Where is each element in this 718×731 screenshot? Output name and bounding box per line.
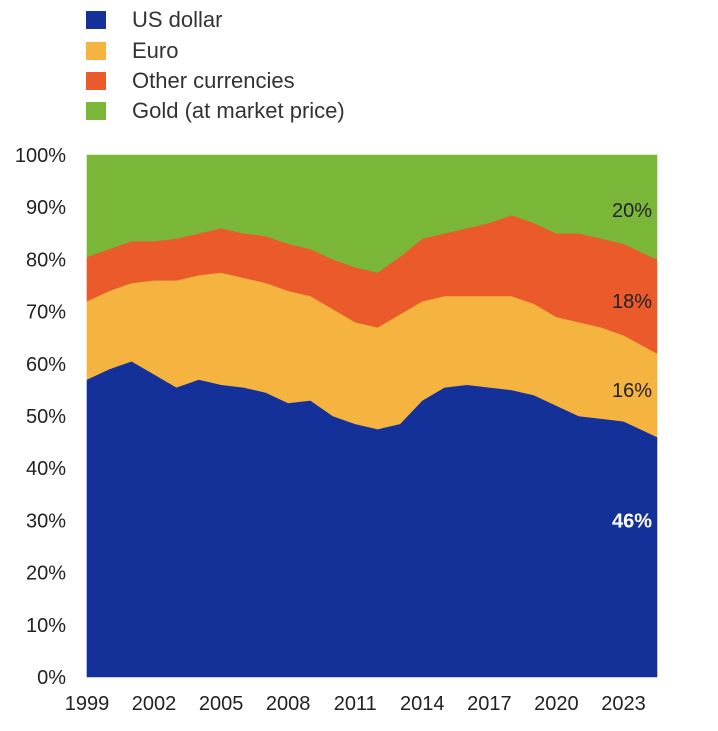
- y-tick-label: 90%: [26, 197, 66, 219]
- x-tick-label: 1999: [65, 693, 110, 715]
- end-label-other-currencies: 18%: [612, 291, 652, 313]
- legend-item-us-dollar: US dollar: [86, 7, 222, 33]
- y-tick-label: 40%: [26, 458, 66, 480]
- end-label-us-dollar: 46%: [612, 510, 652, 532]
- legend-item-gold: Gold (at market price): [86, 98, 345, 124]
- x-tick-label: 2014: [400, 693, 445, 715]
- y-axis: 0% 10% 20% 30% 40% 50% 60% 70% 80% 90% 100%: [15, 145, 66, 689]
- legend-item-other-currencies: Other currencies: [86, 68, 295, 94]
- legend-label-gold: Gold (at market price): [132, 98, 345, 123]
- y-tick-label: 60%: [26, 354, 66, 376]
- legend-label-euro: Euro: [132, 38, 179, 63]
- x-tick-label: 2011: [334, 693, 377, 715]
- legend-label-us-dollar: US dollar: [132, 7, 223, 32]
- y-tick-label: 70%: [26, 302, 66, 324]
- legend-swatch-euro: [86, 42, 106, 60]
- y-tick-label: 30%: [26, 510, 66, 532]
- x-tick-label: 2002: [132, 693, 177, 715]
- y-tick-label: 0%: [37, 667, 66, 689]
- x-tick-label: 2005: [199, 693, 244, 715]
- x-tick-label: 2017: [467, 693, 512, 715]
- area-series-group: [86, 154, 658, 678]
- y-tick-label: 10%: [26, 615, 66, 637]
- legend-swatch-us-dollar: [86, 11, 106, 29]
- x-tick-label: 2020: [534, 693, 579, 715]
- end-label-gold-at-market-price: 20%: [612, 200, 652, 222]
- area-gold-at-market-price: [86, 154, 658, 273]
- x-axis: 1999 2002 2005 2008 2011 2014 2017 2020 2023: [65, 693, 646, 715]
- end-label-euro: 16%: [612, 380, 652, 402]
- legend-label-other-currencies: Other currencies: [132, 68, 295, 93]
- y-tick-label: 80%: [26, 249, 66, 271]
- legend-item-euro: Euro: [86, 38, 178, 64]
- end-labels: 46% 16% 18% 20%: [612, 200, 652, 533]
- legend-swatch-gold: [86, 102, 106, 120]
- x-tick-label: 2023: [601, 693, 646, 715]
- x-tick-label: 2008: [266, 693, 311, 715]
- legend-swatch-other-currencies: [86, 72, 106, 90]
- y-tick-label: 20%: [26, 563, 66, 585]
- y-tick-label: 100%: [15, 145, 66, 167]
- y-tick-label: 50%: [26, 406, 66, 428]
